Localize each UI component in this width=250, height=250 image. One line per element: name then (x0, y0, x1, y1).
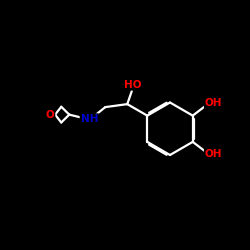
Text: NH: NH (80, 114, 98, 124)
Text: OH: OH (205, 150, 222, 160)
Text: OH: OH (205, 98, 222, 108)
Text: O: O (46, 110, 54, 120)
Text: HO: HO (124, 80, 141, 90)
